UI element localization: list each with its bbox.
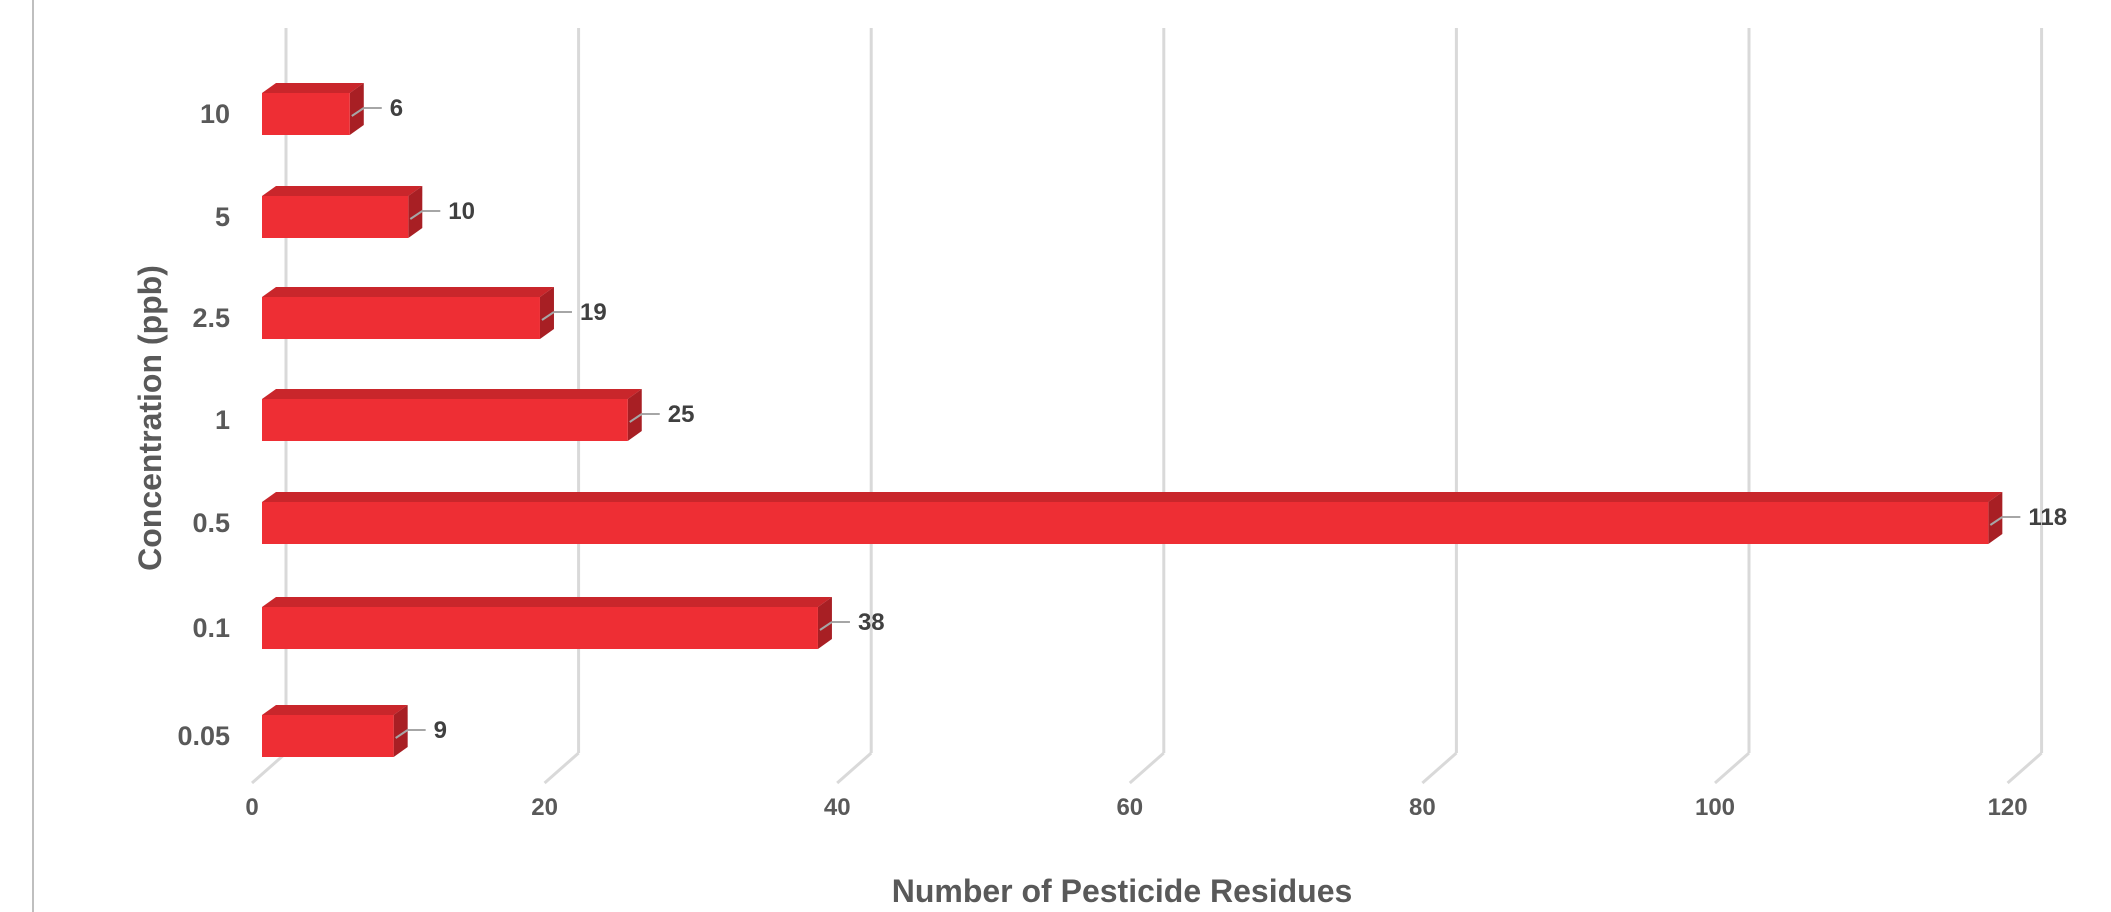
bar-top-face	[262, 83, 364, 93]
bar-top-face	[262, 389, 642, 399]
y-tick-label: 0.5	[192, 508, 230, 538]
gridline-floor	[2006, 751, 2043, 785]
leader-line	[351, 107, 365, 117]
data-label: 10	[448, 198, 475, 225]
bar	[262, 502, 1989, 544]
leader-line	[395, 729, 409, 739]
bar-top-face	[262, 492, 2003, 502]
bar	[262, 196, 409, 238]
bar	[262, 93, 350, 135]
x-tick-label: 0	[245, 794, 258, 821]
bars	[262, 83, 2003, 757]
gridlines	[251, 28, 2044, 785]
x-tick-label: 60	[1116, 794, 1143, 821]
data-label: 118	[2028, 504, 2067, 531]
data-labels: 9 38 118 25 19 10 6	[351, 95, 2067, 744]
data-label: 6	[390, 95, 403, 122]
tick-labels: 0 20 40 60 80 100 120 0.05 0.1 0.5 1 2.5 5 10	[177, 99, 2027, 821]
leader-line	[409, 210, 423, 220]
x-tick-label: 100	[1695, 794, 1735, 821]
bar-top-face	[262, 186, 423, 196]
bar-side-face	[817, 597, 832, 649]
data-label: 25	[668, 401, 695, 428]
y-tick-label: 5	[215, 202, 230, 232]
leader-line	[541, 311, 555, 321]
y-tick-label: 1	[215, 405, 230, 435]
y-tick-label: 10	[200, 99, 230, 129]
bar	[262, 607, 818, 649]
data-label: 19	[580, 299, 607, 326]
bar-top-face	[262, 287, 554, 297]
bar-side-face	[1988, 492, 2003, 544]
x-tick-label: 80	[1409, 794, 1436, 821]
y-tick-label: 0.1	[192, 613, 230, 643]
bar-top-face	[262, 705, 408, 715]
bar	[262, 399, 628, 441]
x-tick-label: 20	[531, 794, 558, 821]
bar-side-face	[393, 705, 408, 757]
data-label: 9	[434, 717, 447, 744]
gridline-floor	[251, 751, 287, 785]
y-tick-label: 2.5	[192, 303, 230, 333]
y-axis-title: Concentration (ppb)	[132, 265, 168, 571]
x-tick-label: 40	[824, 794, 851, 821]
bar-side-face	[408, 186, 423, 238]
y-tick-label: 0.05	[177, 721, 230, 751]
bar-side-face	[627, 389, 642, 441]
bar	[262, 715, 394, 757]
gridline-floor	[543, 751, 580, 785]
x-tick-label: 120	[1988, 794, 2028, 821]
gridline-floor	[836, 751, 873, 785]
bar-side-face	[349, 83, 364, 135]
bar-side-face	[539, 287, 554, 339]
x-axis-title: Number of Pesticide Residues	[892, 873, 1353, 909]
bar-top-face	[262, 597, 832, 607]
bar	[262, 297, 540, 339]
leader-line	[1989, 516, 2003, 526]
data-label: 38	[858, 609, 885, 636]
gridline-floor	[1421, 751, 1458, 785]
leader-line	[819, 621, 833, 631]
gridline-floor	[1714, 751, 1750, 785]
gridline-floor	[1128, 751, 1165, 785]
leader-line	[629, 413, 643, 423]
